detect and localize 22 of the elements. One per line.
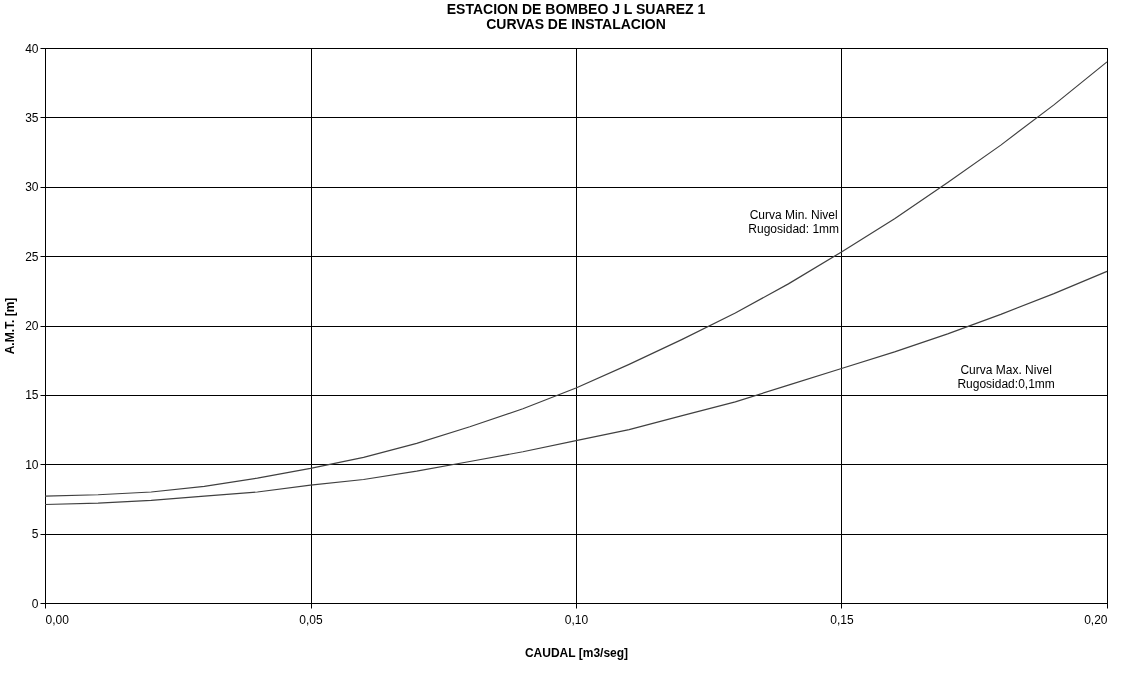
- x-tick-label: 0,00: [45, 612, 70, 627]
- line-series: [44, 61, 1108, 497]
- y-tick-label: 0: [31, 596, 39, 611]
- y-tick-label: 40: [25, 41, 39, 56]
- y-axis-title: A.M.T. [m]: [3, 297, 18, 355]
- x-axis-title: CAUDAL [m3/seg]: [524, 645, 629, 660]
- y-tick-label: 15: [25, 388, 39, 403]
- y-tick-label: 35: [25, 110, 39, 125]
- x-tick-label: 0,05: [299, 612, 323, 627]
- y-tick-label: 20: [25, 319, 39, 333]
- annotation: Curva Max. Nivel Rugosidad:0,1mm: [957, 362, 1055, 391]
- line-series: [44, 270, 1108, 506]
- y-tick-label: 25: [25, 249, 39, 264]
- x-tick-label: 0,20: [1084, 612, 1108, 627]
- x-tick-label: 0,15: [830, 612, 854, 627]
- chart-title: ESTACION DE BOMBEO J L SUAREZ 1: [446, 1, 706, 17]
- y-tick-label: 5: [31, 527, 39, 542]
- y-tick-label: 10: [25, 457, 39, 472]
- y-tick-label: 30: [25, 180, 39, 195]
- chart-subtitle: CURVAS DE INSTALACION: [486, 16, 666, 32]
- annotation: Curva Min. Nivel Rugosidad: 1mm: [748, 207, 840, 236]
- x-tick-label: 0,10: [564, 612, 589, 627]
